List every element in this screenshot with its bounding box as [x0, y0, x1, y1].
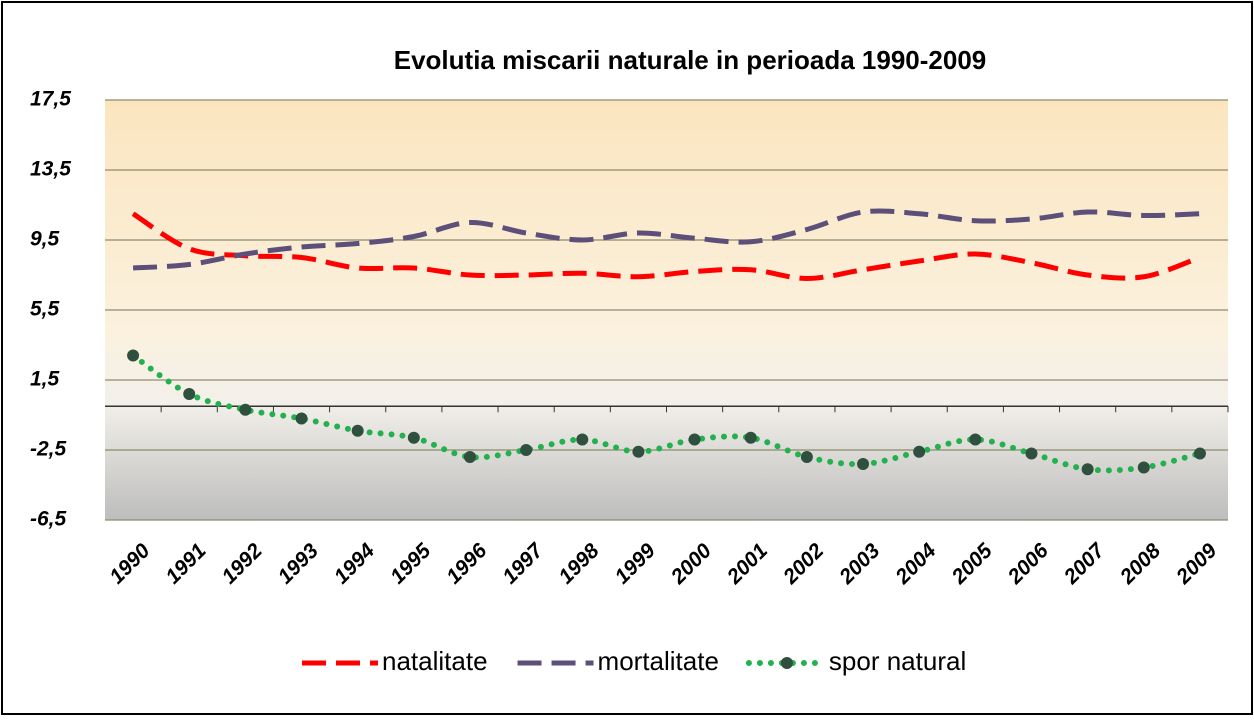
- legend-label: mortalitate: [598, 646, 719, 676]
- y-tick-label: 9,5: [30, 228, 60, 251]
- marker: [1137, 461, 1150, 474]
- series-line: [130, 352, 1203, 474]
- marker: [407, 431, 420, 444]
- marker: [969, 433, 982, 446]
- marker: [1025, 447, 1038, 460]
- marker: [1081, 463, 1094, 476]
- marker: [857, 458, 870, 470]
- marker: [127, 349, 140, 362]
- marker: [744, 431, 757, 444]
- marker: [1193, 447, 1206, 460]
- y-tick-label: -6,5: [30, 508, 67, 531]
- marker: [183, 388, 196, 400]
- y-tick-label: -2,5: [30, 438, 67, 461]
- legend-marker: [780, 657, 793, 669]
- y-tick-label: 17,5: [30, 88, 71, 111]
- marker: [576, 433, 589, 446]
- marker: [632, 445, 645, 458]
- legend-label: spor natural: [829, 646, 966, 676]
- marker: [239, 403, 252, 416]
- chart-title: Evolutia miscarii naturale in perioada 1…: [394, 45, 987, 75]
- y-tick-label: 13,5: [30, 158, 71, 181]
- series-line: [132, 208, 1201, 271]
- legend-label: natalitate: [382, 646, 488, 676]
- y-tick-label: 5,5: [30, 298, 60, 321]
- marker: [295, 412, 308, 425]
- marker: [913, 445, 926, 458]
- y-tick-label: 1,5: [30, 368, 60, 391]
- series-line: [131, 211, 1201, 282]
- marker: [688, 433, 701, 446]
- marker: [520, 444, 533, 456]
- marker: [463, 451, 476, 463]
- marker: [351, 424, 364, 437]
- marker: [800, 451, 813, 463]
